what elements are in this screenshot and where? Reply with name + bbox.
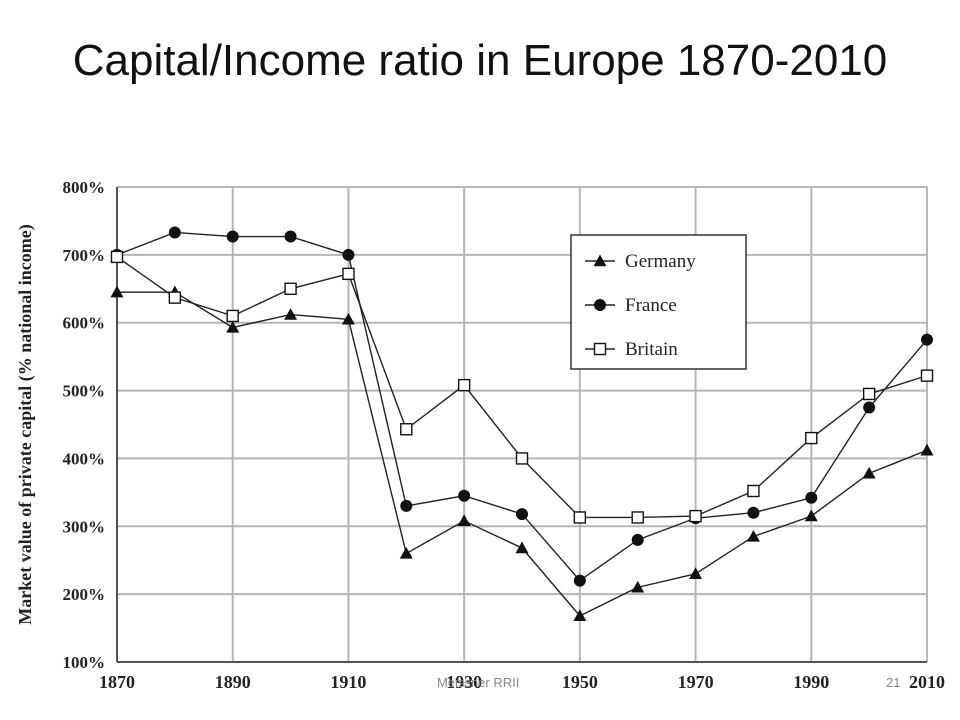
data-point-germany (515, 541, 529, 554)
y-tick-label: 600% (63, 314, 106, 333)
legend-label: France (625, 295, 677, 316)
y-tick-label: 100% (63, 653, 106, 672)
legend-label: Britain (625, 339, 678, 360)
data-point-britain (226, 309, 239, 323)
data-point-britain (573, 511, 587, 524)
y-axis-label: Market value of private capital (% natio… (15, 224, 36, 624)
y-tick-label: 800% (63, 178, 106, 197)
data-point-germany (920, 443, 934, 456)
data-point-germany (110, 285, 124, 298)
data-point-germany (399, 546, 413, 559)
data-point-france (226, 230, 239, 243)
series-britain (110, 250, 934, 524)
axes: 100% 200% 300% 400% 500% 600% 700% 800% 1870 1890… (15, 178, 945, 690)
data-point-britain (168, 291, 182, 304)
data-point-germany (226, 320, 240, 333)
data-point-britain (805, 431, 818, 445)
data-point-britain (689, 509, 702, 523)
y-tick-label: 500% (63, 382, 106, 401)
data-point-germany (689, 567, 703, 579)
series-line-france (116, 231, 928, 582)
slide-title: Capital/Income ratio in Europe 1870-2010 (72, 36, 888, 85)
y-tick-label: 300% (63, 517, 106, 536)
data-point-britain (631, 511, 644, 524)
data-point-britain (400, 423, 413, 436)
slide-number: 21 (886, 675, 901, 690)
data-point-france (168, 226, 181, 239)
x-tick-label: 1950 (562, 672, 598, 690)
data-point-britain (284, 282, 297, 295)
data-point-france (747, 506, 760, 519)
data-point-france (458, 489, 471, 502)
x-tick-label: 2010 (909, 672, 945, 690)
legend-marker-square (593, 342, 607, 356)
data-point-germany (284, 308, 298, 320)
legend: Germany France Britain (570, 234, 747, 370)
legend-marker-triangle (593, 254, 607, 267)
series-lines (110, 226, 934, 622)
data-point-britain (862, 387, 876, 401)
data-point-france (863, 401, 876, 414)
data-point-germany (341, 312, 355, 325)
legend-item-britain: Britain (585, 339, 678, 360)
data-point-britain (110, 250, 124, 264)
data-point-france (342, 248, 355, 261)
data-point-britain (515, 452, 529, 465)
data-point-germany (573, 609, 587, 622)
data-point-france (805, 491, 818, 504)
footer-source: Meissner RRII (437, 675, 520, 690)
data-point-britain (920, 369, 934, 382)
capital-income-chart: 100% 200% 300% 400% 500% 600% 700% 800% 1870 1890… (15, 178, 945, 690)
data-point-britain (747, 484, 760, 498)
grid (116, 186, 928, 663)
data-point-france (516, 508, 528, 521)
data-point-britain (342, 267, 355, 281)
x-tick-label: 1910 (330, 672, 366, 690)
y-tick-label: 700% (63, 246, 106, 265)
y-tick-label: 400% (63, 449, 106, 468)
x-tick-label: 1970 (678, 672, 714, 690)
data-point-germany (457, 514, 471, 527)
legend-label: Germany (625, 251, 696, 272)
data-point-germany (862, 466, 876, 479)
data-point-france (284, 230, 297, 243)
x-tick-label: 1990 (793, 672, 829, 690)
x-tick-label: 1930 (446, 672, 482, 690)
legend-item-germany: Germany (585, 251, 696, 272)
data-point-france (573, 574, 586, 587)
data-point-germany (746, 529, 760, 542)
legend-marker-circle (594, 299, 606, 311)
data-point-germany (631, 580, 645, 593)
data-point-france (921, 333, 933, 346)
data-point-britain (457, 378, 471, 392)
data-point-france (400, 499, 413, 512)
data-point-france (631, 533, 644, 546)
x-tick-label: 1890 (215, 672, 251, 690)
series-germany (110, 285, 934, 622)
legend-item-france: France (585, 295, 677, 316)
y-tick-label: 200% (63, 585, 106, 604)
data-point-germany (804, 509, 818, 522)
series-france (111, 226, 933, 587)
x-tick-label: 1870 (99, 672, 135, 690)
series-line-britain (116, 256, 928, 519)
